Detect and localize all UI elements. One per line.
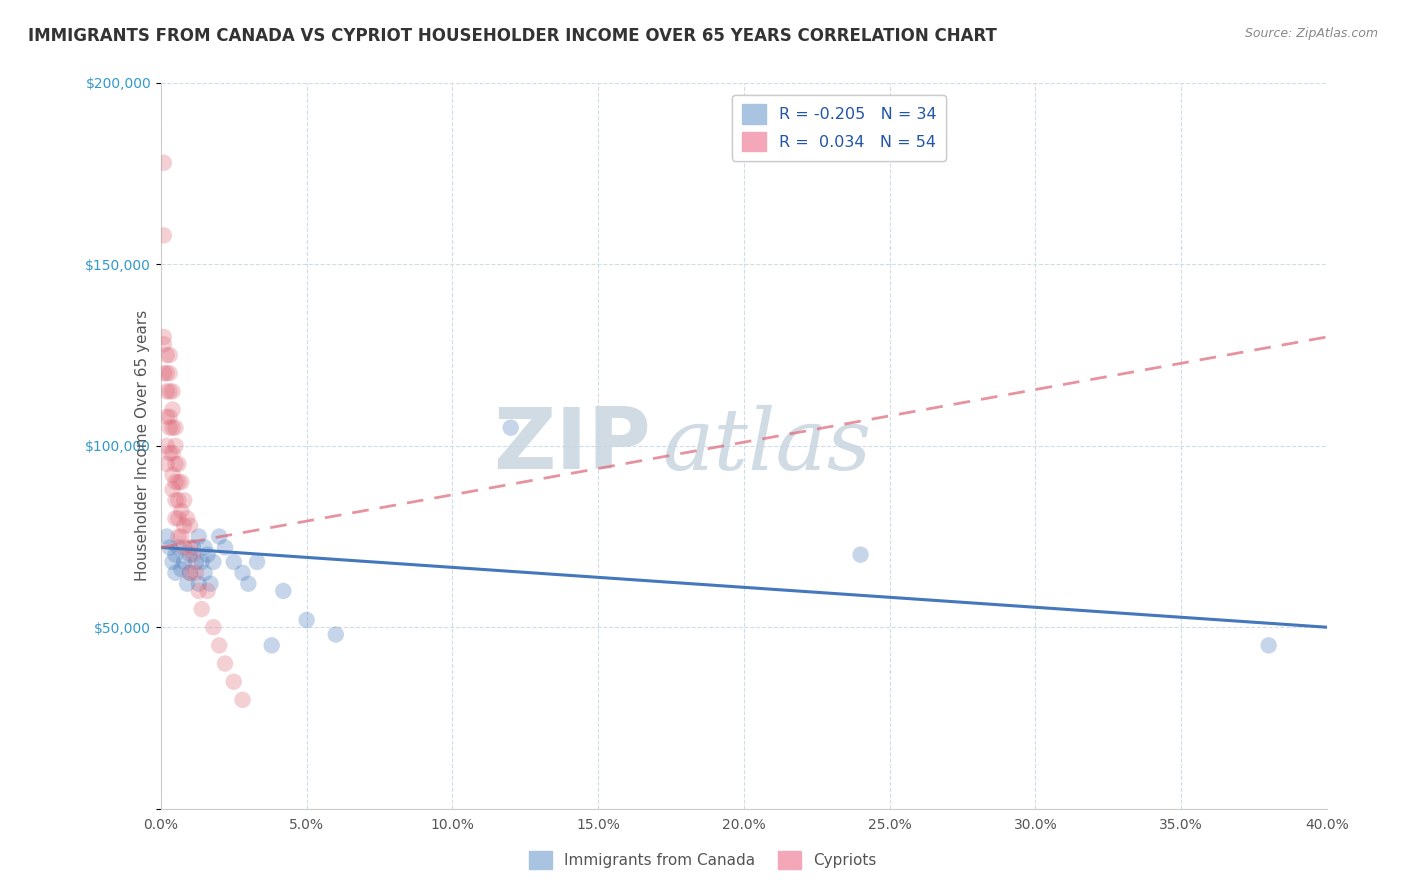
Point [165, 511, 187, 525]
Point [231, 693, 253, 707]
Point [153, 228, 176, 243]
Point [153, 337, 176, 351]
Point [162, 420, 184, 434]
Point [194, 541, 217, 555]
Point [181, 548, 204, 562]
Legend: Immigrants from Canada, Cypriots: Immigrants from Canada, Cypriots [523, 845, 883, 875]
Point [167, 493, 190, 508]
Point [162, 446, 184, 460]
Point [170, 475, 193, 489]
Point [159, 409, 181, 424]
Point [153, 155, 176, 169]
Point [187, 576, 209, 591]
Point [184, 566, 207, 580]
Point [295, 613, 318, 627]
Point [214, 657, 236, 671]
Point [194, 566, 217, 580]
Text: Source: ZipAtlas.com: Source: ZipAtlas.com [1244, 27, 1378, 40]
Point [159, 366, 181, 380]
Point [208, 529, 231, 543]
Point [179, 518, 201, 533]
Point [181, 541, 204, 555]
Point [187, 584, 209, 599]
Point [214, 541, 236, 555]
Text: atlas: atlas [662, 404, 872, 487]
Point [165, 457, 187, 471]
Point [156, 457, 179, 471]
Point [165, 493, 187, 508]
Point [167, 475, 190, 489]
Point [159, 420, 181, 434]
Point [273, 584, 295, 599]
Point [153, 366, 176, 380]
Point [162, 483, 184, 497]
Point [162, 555, 184, 569]
Point [159, 446, 181, 460]
Point [238, 576, 260, 591]
Point [499, 420, 522, 434]
Point [222, 555, 245, 569]
Point [156, 409, 179, 424]
Point [165, 420, 187, 434]
Legend: R = -0.205   N = 34, R =  0.034   N = 54: R = -0.205 N = 34, R = 0.034 N = 54 [733, 95, 946, 161]
Point [200, 576, 222, 591]
Point [153, 330, 176, 344]
Point [179, 566, 201, 580]
Point [162, 402, 184, 417]
Point [222, 674, 245, 689]
Point [202, 555, 225, 569]
Point [260, 639, 283, 653]
Point [176, 511, 198, 525]
Point [173, 518, 195, 533]
Point [165, 548, 187, 562]
Point [179, 566, 201, 580]
Point [173, 555, 195, 569]
Point [187, 529, 209, 543]
Point [170, 504, 193, 518]
Point [167, 511, 190, 525]
Point [208, 639, 231, 653]
Point [165, 566, 187, 580]
Point [156, 439, 179, 453]
Text: ZIP: ZIP [494, 404, 651, 487]
Point [156, 366, 179, 380]
Point [849, 548, 872, 562]
Point [165, 475, 187, 489]
Point [159, 541, 181, 555]
Point [190, 555, 212, 569]
Text: IMMIGRANTS FROM CANADA VS CYPRIOT HOUSEHOLDER INCOME OVER 65 YEARS CORRELATION C: IMMIGRANTS FROM CANADA VS CYPRIOT HOUSEH… [28, 27, 997, 45]
Point [170, 529, 193, 543]
Point [156, 348, 179, 362]
Point [202, 620, 225, 634]
Point [176, 576, 198, 591]
Point [167, 457, 190, 471]
Point [231, 566, 253, 580]
Point [179, 548, 201, 562]
Point [162, 384, 184, 399]
Point [165, 439, 187, 453]
Point [156, 529, 179, 543]
Point [179, 541, 201, 555]
Point [170, 562, 193, 576]
Point [190, 602, 212, 616]
Point [197, 584, 219, 599]
Point [156, 384, 179, 399]
Point [159, 348, 181, 362]
Point [167, 529, 190, 543]
Point [162, 467, 184, 482]
Point [167, 541, 190, 555]
Point [159, 384, 181, 399]
Point [325, 627, 347, 641]
Point [173, 493, 195, 508]
Y-axis label: Householder Income Over 65 years: Householder Income Over 65 years [135, 310, 150, 582]
Point [1257, 639, 1279, 653]
Point [246, 555, 269, 569]
Point [184, 555, 207, 569]
Point [197, 548, 219, 562]
Point [173, 541, 195, 555]
